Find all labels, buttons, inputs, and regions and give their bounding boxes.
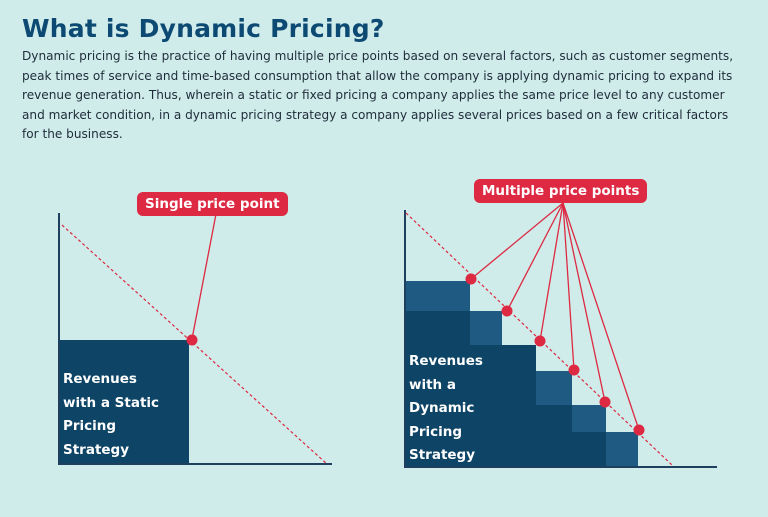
price-point-marker	[186, 334, 198, 346]
label-line: Pricing	[63, 418, 117, 434]
dynamic-pricing-chart	[404, 202, 717, 468]
multiple-price-points-callout: Multiple price points	[474, 179, 648, 203]
step-block	[405, 281, 470, 311]
price-point-marker	[465, 273, 477, 285]
price-point-marker	[568, 364, 580, 376]
callout-connectors	[470, 202, 640, 431]
label-line: Revenues	[63, 371, 137, 387]
label-line: with a	[409, 376, 456, 393]
static-revenue-block	[60, 340, 189, 464]
static-pricing-chart	[58, 213, 332, 465]
page-title: What is Dynamic Pricing?	[22, 14, 385, 43]
step-block	[606, 432, 638, 467]
dynamic-revenue-label: Revenues with a Dynamic Pricing Strategy	[409, 350, 483, 468]
label-line: Revenues	[409, 353, 483, 369]
price-point-marker	[633, 424, 645, 436]
step-block	[536, 405, 572, 467]
label-line: with a Static	[63, 394, 160, 411]
step-block	[470, 311, 502, 345]
step-block	[405, 311, 470, 345]
static-revenue-label: Revenues with a Static Pricing Strategy	[63, 368, 159, 462]
price-point-marker	[501, 305, 513, 317]
label-line: Pricing	[409, 423, 463, 440]
single-price-point-callout: Single price point	[137, 192, 288, 216]
step-block	[572, 405, 606, 432]
description-paragraph: Dynamic pricing is the practice of havin…	[22, 49, 734, 141]
label-line: Strategy	[63, 441, 130, 458]
dynamic-revenue-block	[405, 345, 536, 467]
price-point-marker	[534, 335, 546, 347]
step-block	[536, 371, 572, 405]
label-line: Strategy	[409, 447, 476, 463]
callout-connector	[191, 213, 217, 340]
label-line: Dynamic	[409, 400, 475, 416]
price-point-marker	[599, 396, 611, 408]
step-block	[572, 432, 606, 467]
